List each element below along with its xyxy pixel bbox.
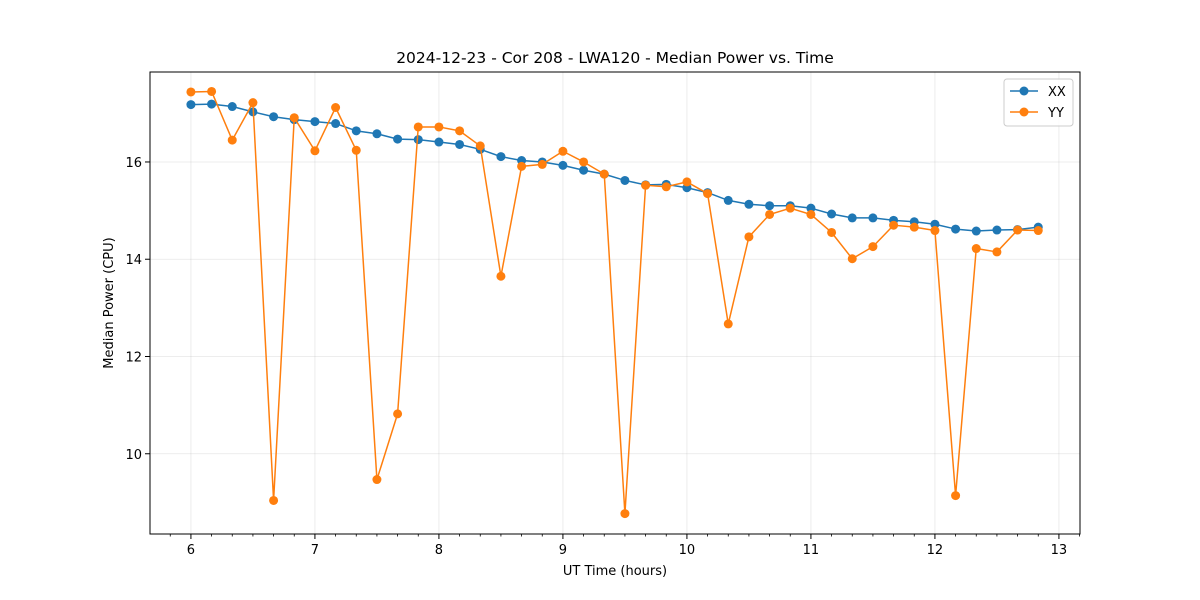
y-axis-label: Median Power (CPU)	[102, 237, 117, 368]
data-point-yy	[765, 209, 775, 219]
data-point-xx	[434, 137, 444, 147]
data-point-xx	[558, 160, 568, 170]
data-point-yy	[661, 182, 671, 192]
y-tick-label: 14	[125, 253, 142, 268]
data-point-yy	[393, 409, 403, 419]
data-point-yy	[827, 227, 837, 237]
data-point-xx	[930, 219, 940, 229]
data-point-yy	[537, 159, 547, 169]
data-point-xx	[227, 102, 237, 112]
data-point-yy	[1013, 225, 1023, 235]
data-point-xx	[765, 201, 775, 211]
data-point-xx	[992, 225, 1002, 235]
data-point-yy	[434, 122, 444, 132]
x-tick-label: 11	[803, 543, 820, 558]
x-tick-label: 8	[435, 543, 443, 558]
x-tick-label: 12	[927, 543, 944, 558]
data-point-xx	[310, 117, 320, 127]
y-tick-label: 10	[125, 448, 142, 463]
data-point-yy	[641, 180, 651, 190]
data-point-xx	[269, 112, 279, 122]
data-point-xx	[455, 139, 465, 149]
data-point-xx	[579, 165, 589, 175]
data-point-xx	[827, 209, 837, 219]
x-tick-label: 9	[559, 543, 567, 558]
data-point-xx	[207, 99, 217, 109]
data-point-yy	[599, 169, 609, 179]
plot-frame	[149, 71, 1081, 535]
legend: XX YY	[1003, 78, 1074, 127]
axis-ticks: 6 7 8 9 10 11 12 13 10 12 14 16	[125, 156, 1080, 558]
chart-title: 2024-12-23 - Cor 208 - LWA120 - Median P…	[396, 49, 834, 67]
x-tick-label: 10	[679, 543, 696, 558]
x-axis-label: UT Time (hours)	[563, 564, 667, 579]
data-point-yy	[331, 103, 341, 113]
data-point-yy	[455, 126, 465, 136]
data-point-xx	[186, 100, 196, 110]
data-point-yy	[951, 491, 961, 501]
data-point-yy	[682, 177, 692, 187]
data-point-yy	[620, 509, 630, 519]
data-point-yy	[475, 141, 485, 151]
series-layer	[186, 86, 1043, 519]
legend-label-yy: YY	[1047, 106, 1064, 121]
legend-label-xx: XX	[1048, 85, 1066, 100]
data-point-xx	[372, 129, 382, 139]
data-point-yy	[372, 475, 382, 485]
data-point-xx	[806, 203, 816, 213]
data-point-yy	[558, 146, 568, 156]
data-point-xx	[331, 119, 341, 129]
data-point-yy	[351, 145, 361, 155]
data-point-xx	[847, 213, 857, 223]
data-point-yy	[785, 203, 795, 213]
data-point-yy	[310, 146, 320, 156]
data-point-yy	[227, 135, 237, 145]
data-point-yy	[889, 220, 899, 230]
data-point-yy	[909, 222, 919, 232]
data-point-yy	[289, 113, 299, 123]
data-point-xx	[951, 224, 961, 234]
data-point-xx	[413, 135, 423, 145]
x-tick-label: 13	[1051, 543, 1068, 558]
data-point-xx	[496, 152, 506, 162]
data-point-yy	[806, 209, 816, 219]
data-point-yy	[207, 86, 217, 96]
data-point-xx	[620, 175, 630, 185]
y-tick-label: 12	[125, 350, 142, 365]
data-point-xx	[971, 226, 981, 236]
data-point-xx	[351, 126, 361, 136]
x-tick-label: 6	[187, 543, 195, 558]
data-point-yy	[186, 87, 196, 97]
data-point-yy	[248, 98, 258, 108]
data-point-yy	[723, 319, 733, 329]
data-point-xx	[393, 134, 403, 144]
data-point-yy	[517, 161, 527, 171]
data-point-yy	[971, 244, 981, 254]
data-point-yy	[1033, 226, 1043, 236]
data-point-yy	[930, 226, 940, 236]
data-point-yy	[413, 122, 423, 132]
data-point-yy	[992, 247, 1002, 257]
data-point-xx	[868, 213, 878, 223]
data-point-xx	[723, 195, 733, 205]
data-point-yy	[744, 232, 754, 242]
data-point-yy	[703, 189, 713, 199]
x-tick-label: 7	[311, 543, 319, 558]
y-tick-label: 16	[125, 156, 142, 171]
data-point-xx	[744, 199, 754, 209]
legend-marker-yy	[1019, 107, 1029, 117]
data-point-yy	[269, 495, 279, 505]
series-yy	[186, 86, 1043, 519]
legend-marker-xx	[1019, 86, 1029, 96]
data-point-yy	[496, 271, 506, 281]
data-point-yy	[868, 242, 878, 252]
data-point-yy	[847, 254, 857, 264]
data-point-yy	[579, 157, 589, 167]
